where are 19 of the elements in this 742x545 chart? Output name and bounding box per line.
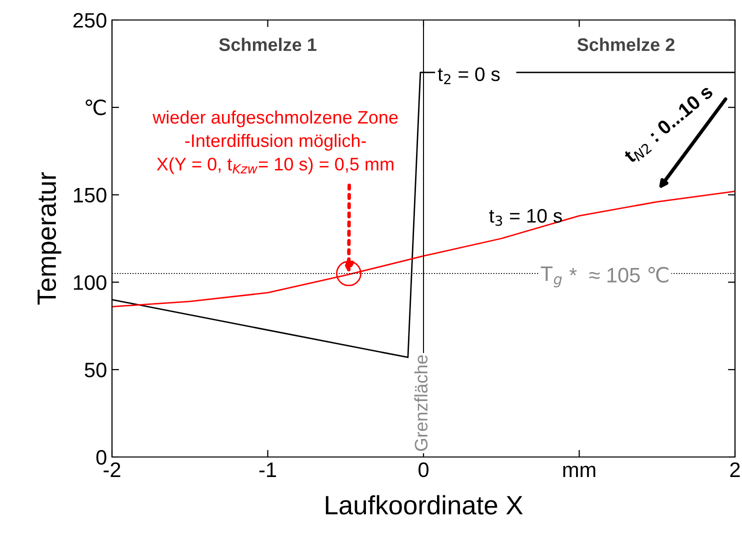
y-tick-label: 50 [84,362,106,378]
x-tick-label: -1 [259,462,276,477]
annotation: Schmelze 1 [219,38,316,52]
y-axis-title: Temperatur [38,172,62,305]
y-tick-label: 100 [74,275,106,290]
y-tick-label: 150 [74,188,106,203]
x-tick-label: 2 [730,462,740,477]
x-tick-label: 0 [418,462,428,478]
annotation: t$_{N2}$ : 0...10 s [622,84,716,166]
x-tick-label: mm [563,466,596,477]
ref-line-label: T$_{g}$ * ≈ 105 ℃ [540,266,668,288]
y-tick-label: 250 [73,13,106,28]
annotation: Schmelze 2 [577,38,674,52]
ref-line-label: Grenzfläche [414,355,428,451]
x-axis-title: Laufkoordinate X [326,495,523,515]
y-tick-label: ℃ [86,99,106,116]
annotation: t$_{3}$ = 10 s [489,208,562,226]
annotation: t$_{2}$ = 0 s [438,67,500,84]
annotation: wieder aufgeschmolzene Zone -Interdiffusion möglich- X(Y = 0, t$_{Kzw}$= 10 s) = 0,5 mm [152,110,398,174]
